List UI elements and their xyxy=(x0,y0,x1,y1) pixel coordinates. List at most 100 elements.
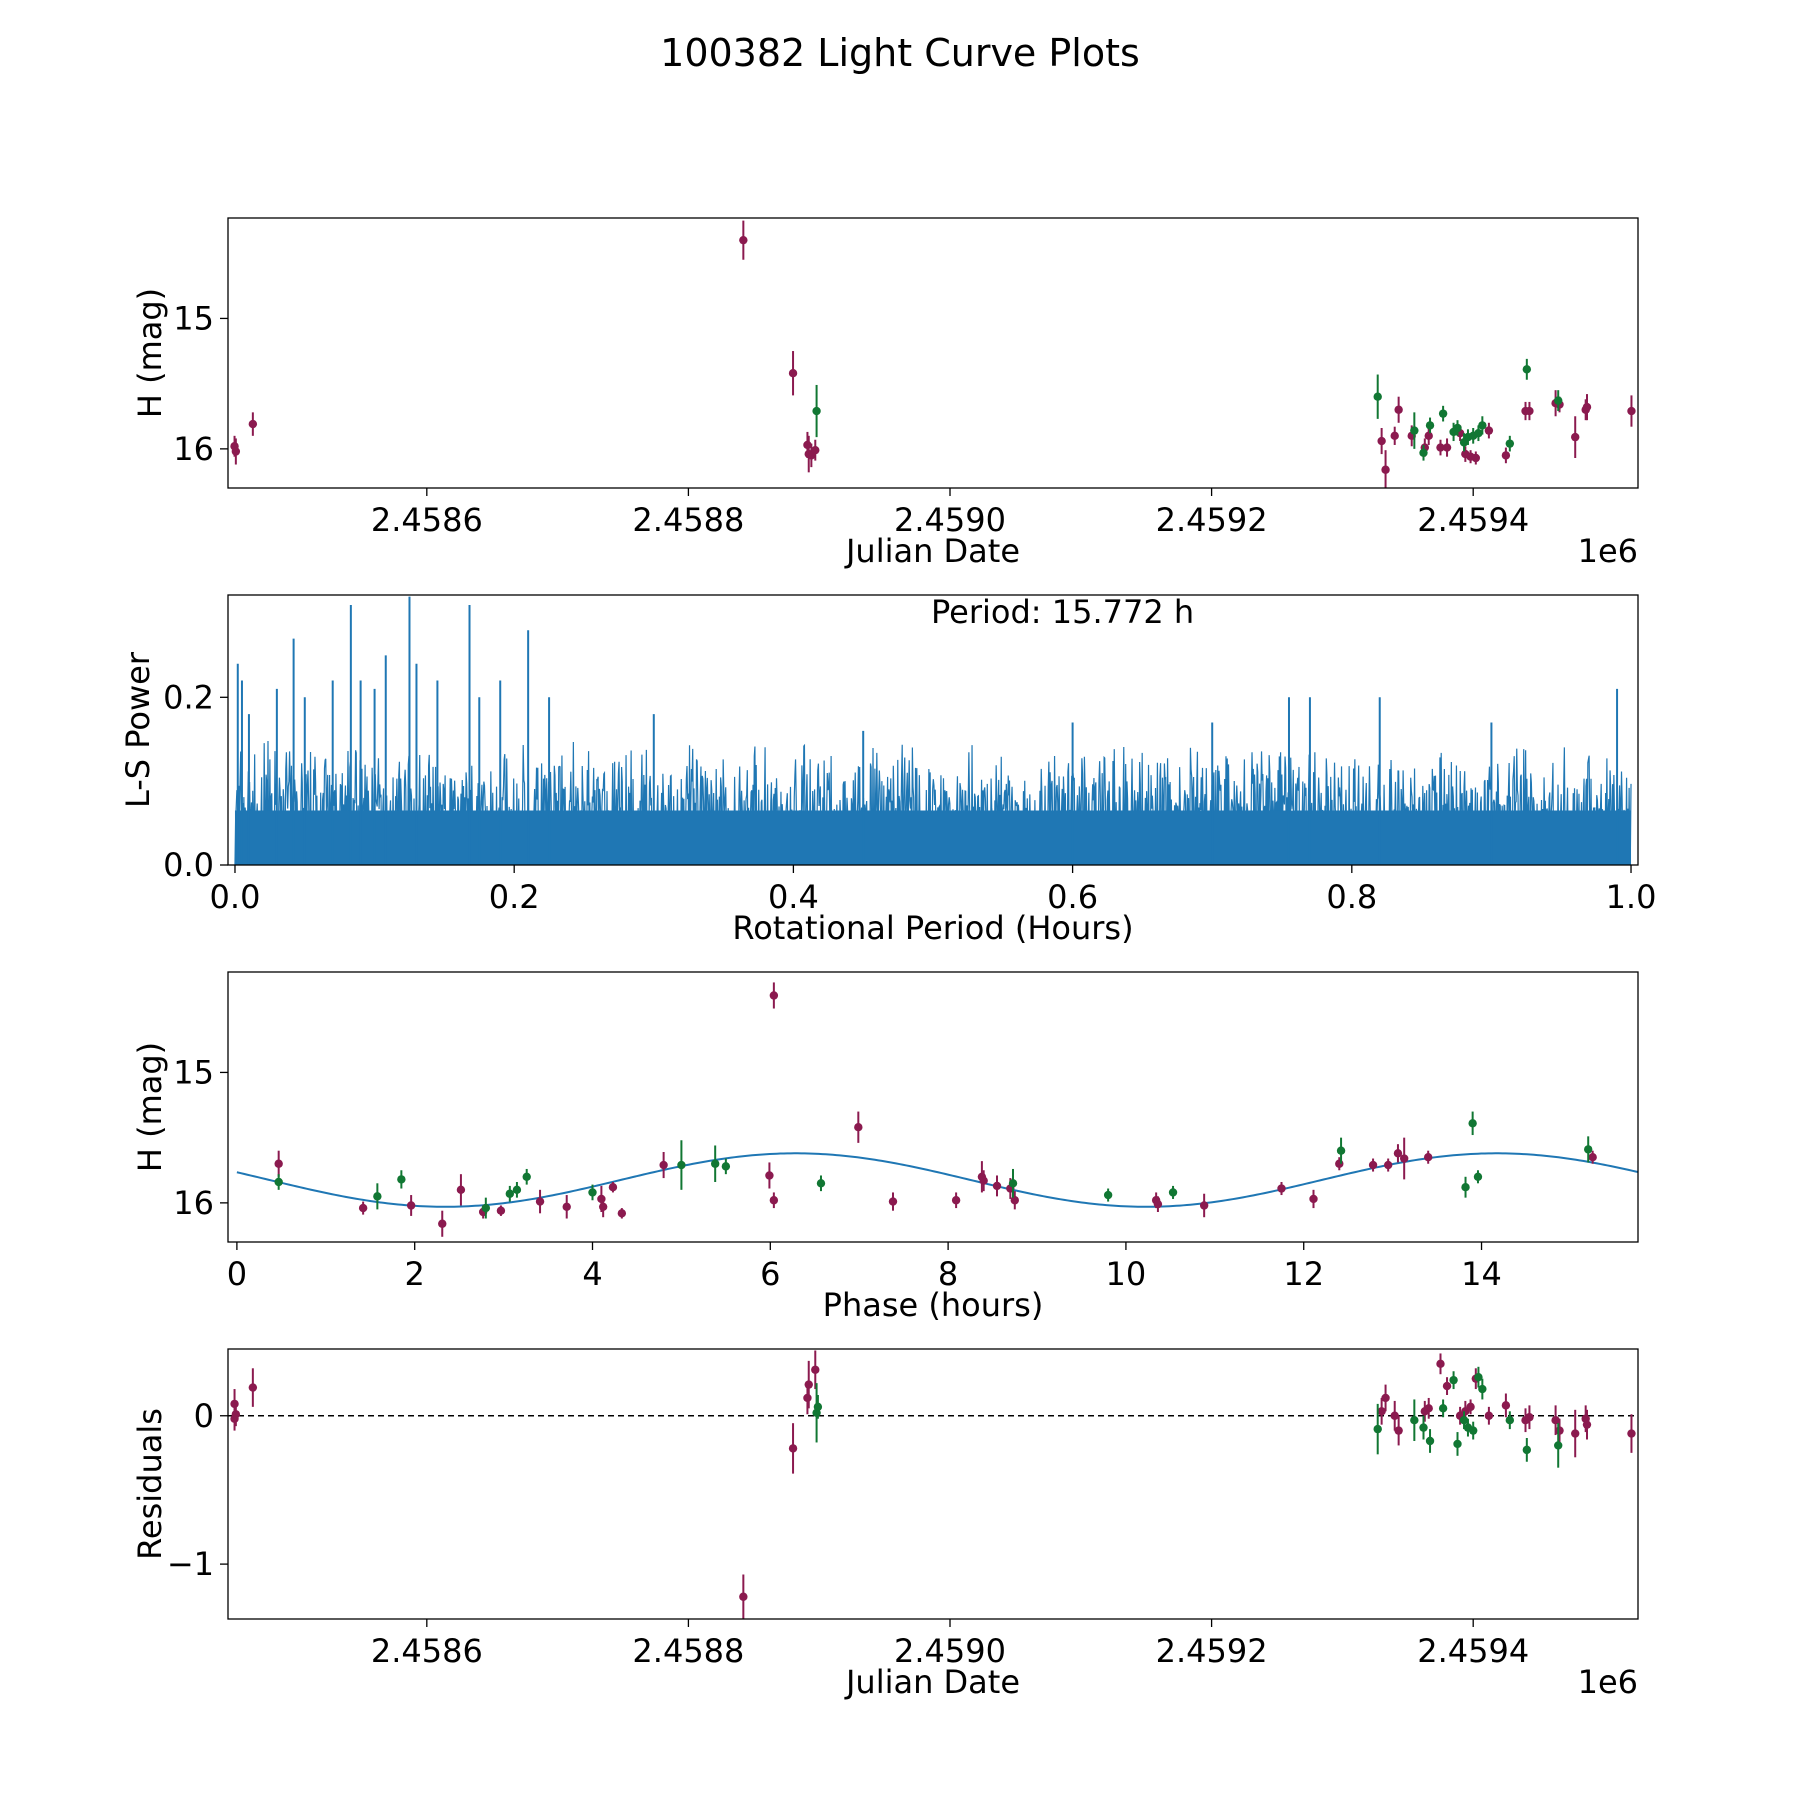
residuals-xtick-label: 2.4586 xyxy=(371,1632,483,1670)
periodogram-xtick-label: 1.0 xyxy=(1606,878,1657,916)
residuals-point-purple xyxy=(804,1380,813,1389)
lightcurve-point-purple xyxy=(788,369,798,378)
panel-lightcurve: 2.4586 2.4588 2.4590 2.4592 2.4594 16 15 Julia… xyxy=(131,217,1639,570)
periodogram-annotation: Period: 15.772 h xyxy=(931,593,1194,631)
phase-point-purple xyxy=(992,1181,1002,1191)
lightcurve-point-green xyxy=(1425,421,1435,430)
lightcurve-point-green xyxy=(812,406,821,416)
lightcurve-point-purple xyxy=(1525,406,1534,416)
lightcurve-point-green xyxy=(1505,439,1515,448)
phase-ytick-label: 16 xyxy=(173,1184,214,1222)
phase-point-green xyxy=(1473,1172,1483,1181)
residuals-xtick-label: 2.4588 xyxy=(632,1632,744,1670)
lightcurve-frame xyxy=(227,217,1639,489)
phase-point-purple xyxy=(1153,1199,1163,1209)
phase-point-purple xyxy=(854,1123,863,1132)
panel-phase: 0 2 4 6 8 10 12 14 16 15 Phase (hours) H (mag) xyxy=(131,971,1639,1324)
phase-point-green xyxy=(710,1159,720,1168)
panel-residuals: 2.4586 2.4588 2.4590 2.4592 2.4594 0 −1 Julian… xyxy=(131,1348,1639,1701)
lightcurve-point-green xyxy=(1554,396,1563,405)
residuals-point-purple xyxy=(1436,1359,1445,1369)
periodogram-xtick-label: 0.8 xyxy=(1326,878,1377,916)
periodogram-ylabel: L-S Power xyxy=(119,651,157,808)
residuals-point-green xyxy=(1459,1416,1469,1425)
phase-point-green xyxy=(1468,1119,1477,1128)
periodogram-xtick-label: 0.2 xyxy=(489,878,540,916)
residuals-frame xyxy=(227,1348,1639,1620)
residuals-point-purple xyxy=(1390,1411,1399,1420)
lightcurve-point-purple xyxy=(1377,436,1386,446)
figure-title: 100382 Light Curve Plots xyxy=(660,31,1140,75)
phase-point-purple xyxy=(438,1219,447,1228)
periodogram-ytick-label: 0.0 xyxy=(163,846,214,884)
lightcurve-xtick-label: 2.4588 xyxy=(632,501,744,539)
phase-point-purple xyxy=(274,1159,283,1168)
lightcurve-ticks: 2.4586 2.4588 2.4590 2.4592 2.4594 16 15 xyxy=(173,299,1529,539)
phase-xtick-label: 0 xyxy=(227,1255,247,1293)
phase-point-green xyxy=(1584,1145,1593,1154)
residuals-ytick-label: 0 xyxy=(194,1397,214,1435)
lightcurve-point-purple xyxy=(739,235,748,245)
residuals-point-green xyxy=(813,1402,823,1412)
periodogram-xtick-label: 0.6 xyxy=(1047,878,1098,916)
residuals-point-green xyxy=(1554,1441,1563,1450)
residuals-point-green xyxy=(1438,1404,1448,1413)
phase-point-purple xyxy=(765,1171,774,1180)
phase-xtick-label: 4 xyxy=(582,1255,602,1293)
phase-point-purple xyxy=(1383,1160,1393,1170)
residuals-point-green xyxy=(1522,1445,1532,1455)
lightcurve-point-purple xyxy=(1484,426,1494,435)
residuals-point-green xyxy=(1419,1423,1428,1432)
residuals-point-purple xyxy=(230,1399,239,1409)
residuals-x-offset: 1e6 xyxy=(1578,1663,1638,1701)
phase-ytick-label: 15 xyxy=(173,1053,214,1091)
phase-point-purple xyxy=(1423,1153,1433,1162)
residuals-point-purple xyxy=(803,1393,812,1403)
periodogram-ytick-label: 0.2 xyxy=(163,678,214,716)
lightcurve-point-green xyxy=(1419,448,1428,457)
lightcurve-xtick-label: 2.4586 xyxy=(371,501,483,539)
residuals-point-purple xyxy=(1484,1411,1494,1420)
residuals-point-green xyxy=(1410,1416,1419,1425)
phase-ylabel: H (mag) xyxy=(131,1042,169,1172)
phase-point-purple xyxy=(1199,1201,1209,1210)
phase-point-green xyxy=(1336,1146,1346,1155)
lightcurve-point-purple xyxy=(248,419,258,429)
residuals-point-green xyxy=(1453,1439,1462,1449)
lightcurve-ylabel: H (mag) xyxy=(131,288,169,418)
residuals-point-purple xyxy=(231,1410,241,1419)
phase-point-purple xyxy=(659,1160,668,1170)
periodogram-dense-band xyxy=(234,810,1632,865)
phase-point-purple xyxy=(769,991,779,1000)
phase-xtick-label: 10 xyxy=(1106,1255,1147,1293)
lightcurve-xlabel: Julian Date xyxy=(844,532,1020,570)
residuals-xtick-label: 2.4592 xyxy=(1156,1632,1268,1670)
phase-point-purple xyxy=(979,1176,988,1185)
residuals-point-green xyxy=(1474,1372,1483,1382)
lightcurve-plot-area xyxy=(230,220,1636,488)
phase-frame xyxy=(227,971,1639,1243)
phase-point-green xyxy=(1008,1179,1018,1188)
periodogram-frame xyxy=(227,594,1639,866)
phase-point-purple xyxy=(562,1202,571,1211)
periodogram-xlabel: Rotational Period (Hours) xyxy=(732,909,1133,947)
phase-point-purple xyxy=(617,1209,627,1218)
lightcurve-xtick-label: 2.4594 xyxy=(1417,501,1529,539)
residuals-point-purple xyxy=(1424,1404,1433,1413)
phase-point-green xyxy=(274,1177,283,1187)
residuals-point-green xyxy=(1505,1416,1515,1425)
residuals-ylabel: Residuals xyxy=(131,1408,169,1560)
phase-point-purple xyxy=(598,1202,608,1211)
lightcurve-ytick-label: 15 xyxy=(173,299,214,337)
lightcurve-point-green xyxy=(1474,429,1483,438)
residuals-point-green xyxy=(1425,1436,1435,1446)
phase-xlabel: Phase (hours) xyxy=(823,1286,1044,1324)
lightcurve-point-purple xyxy=(1501,451,1511,460)
lightcurve-xtick-label: 2.4592 xyxy=(1156,501,1268,539)
residuals-point-purple xyxy=(1525,1413,1534,1422)
phase-point-green xyxy=(588,1188,597,1197)
residuals-ticks: 2.4586 2.4588 2.4590 2.4592 2.4594 0 −1 xyxy=(167,1397,1529,1670)
periodogram-ticks: 0.0 0.2 0.4 0.6 0.8 1.0 0.0 0.2 xyxy=(163,678,1656,916)
phase-point-green xyxy=(505,1189,515,1198)
